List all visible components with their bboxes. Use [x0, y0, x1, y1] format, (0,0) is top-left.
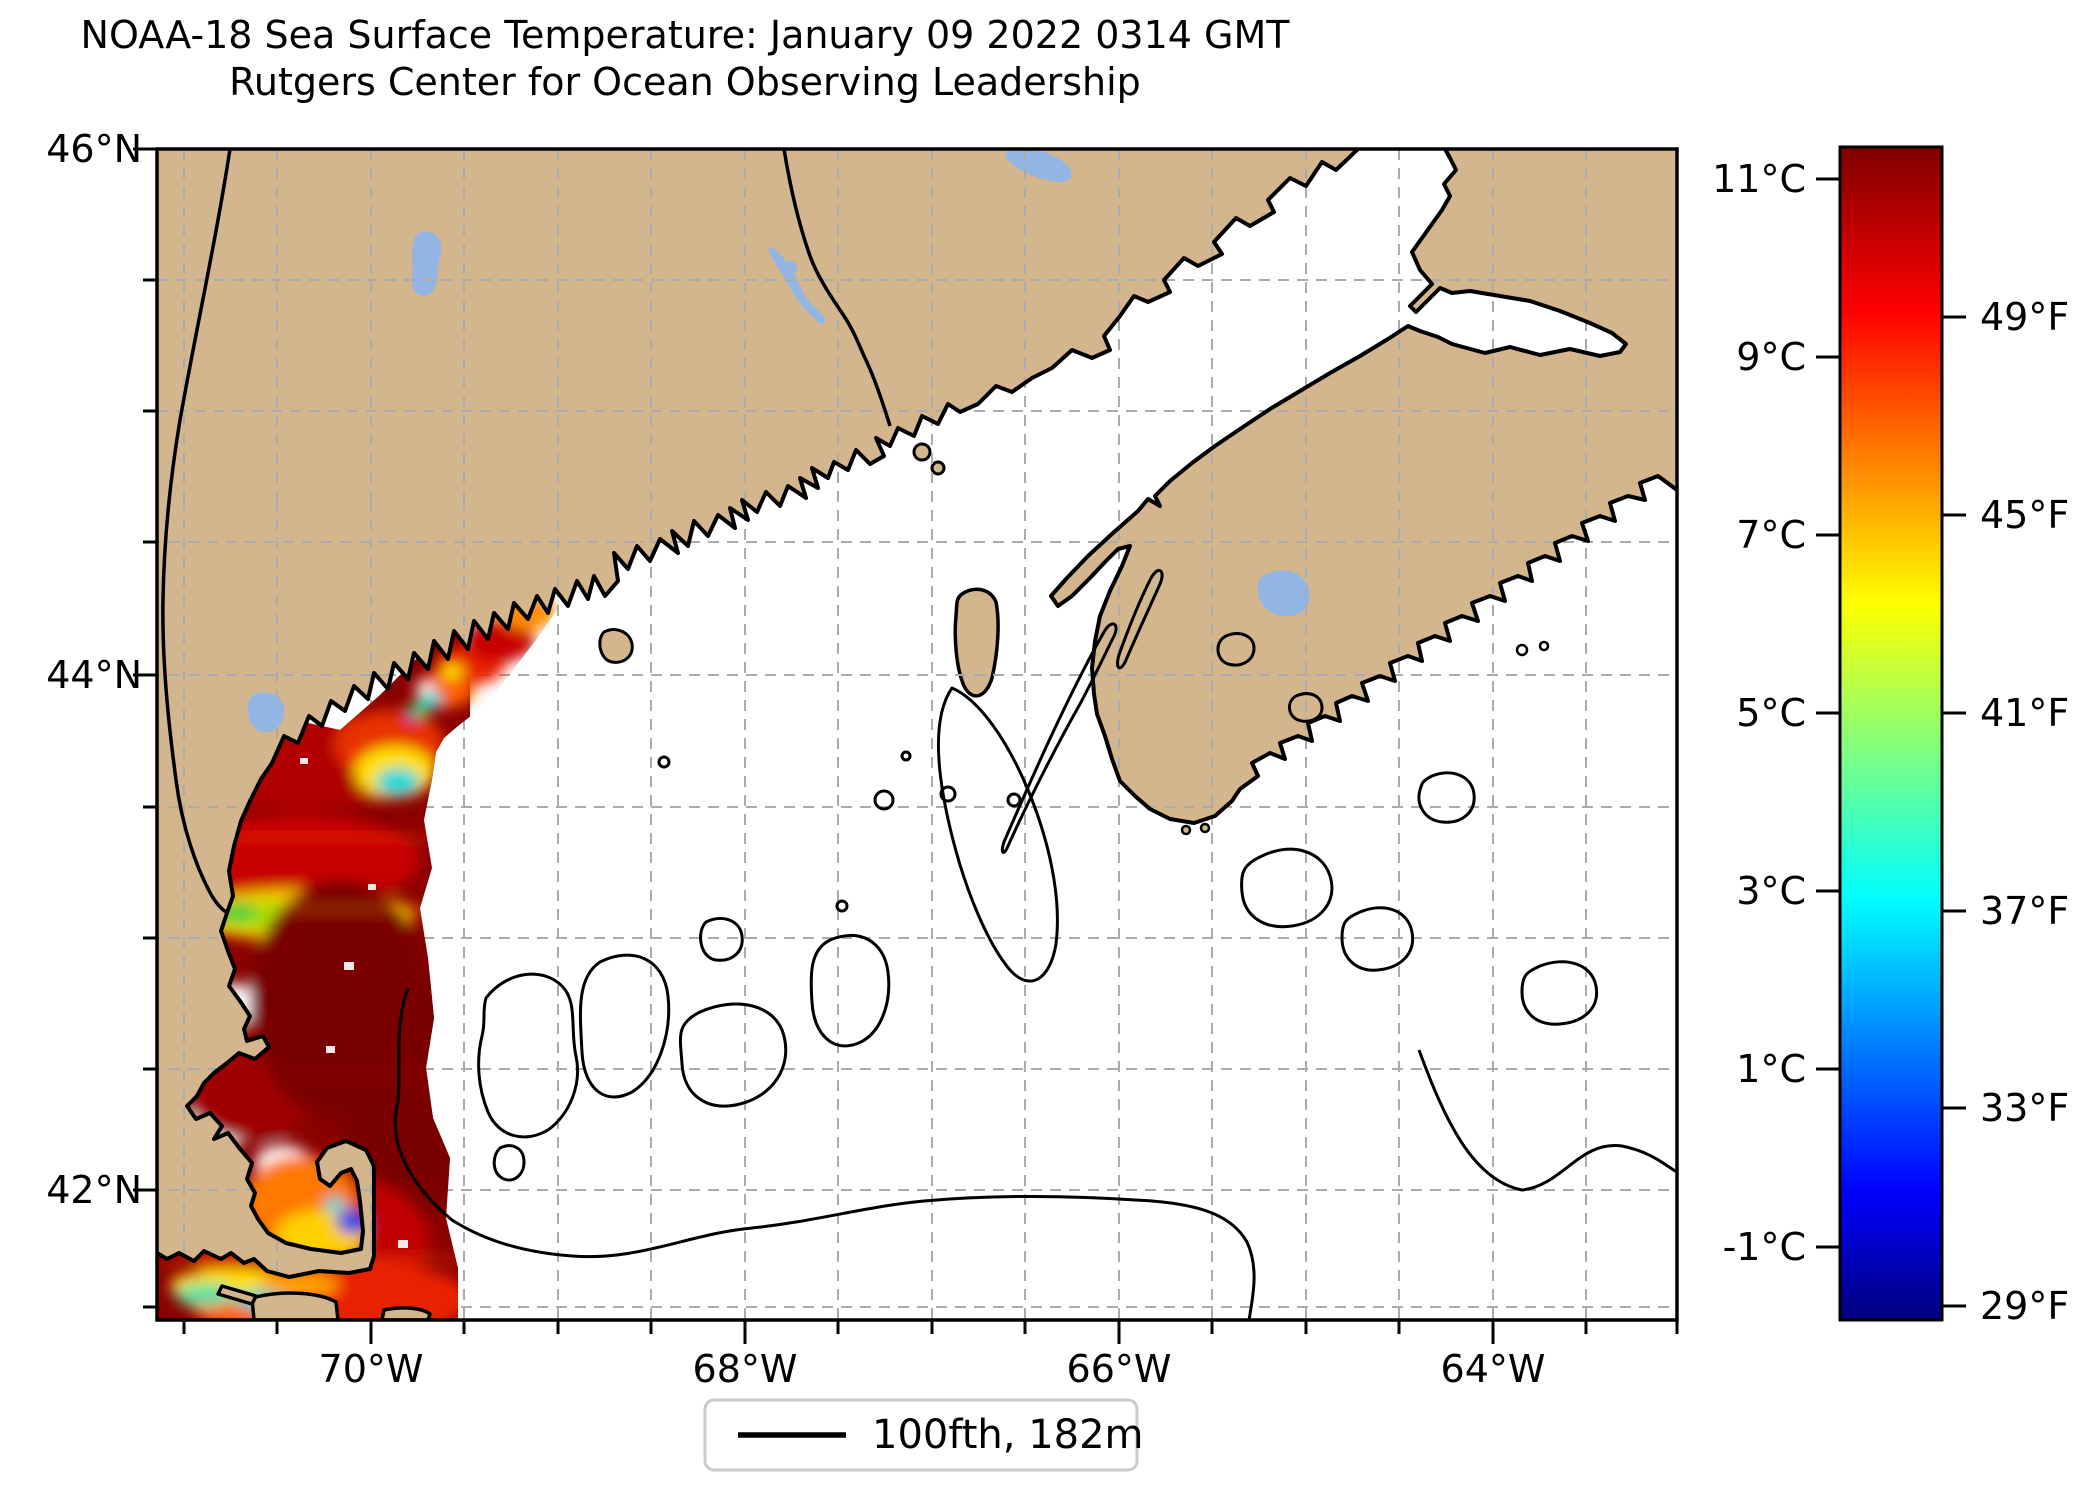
lat-tick-label-44n: 44°N [46, 653, 142, 697]
island-vinalhaven [598, 628, 634, 664]
cb-label-7c: 7°C [1736, 513, 1806, 557]
axis-ticks [133, 147, 1679, 1344]
lon-tick-label-64w: 64°W [1440, 1347, 1546, 1391]
cloud-gaps [300, 758, 408, 1248]
cb-label-49f: 49°F [1980, 295, 2070, 339]
coastline-nova-scotia [1049, 149, 1677, 825]
cb-label-1c: 1°C [1736, 1047, 1806, 1091]
cb-label-9c: 9°C [1736, 335, 1806, 379]
lon-tick-label-70w: 70°W [318, 1347, 424, 1391]
land-nova-scotia [1051, 149, 1677, 823]
cb-label-45f: 45°F [1980, 493, 2070, 537]
lon-tick-label-68w: 68°W [692, 1347, 798, 1391]
border-maine-nh [161, 149, 232, 915]
lat-tick-label-42n: 42°N [46, 1168, 142, 1212]
island-campobello [912, 442, 932, 462]
bathymetry-contours [393, 569, 1677, 1320]
island-nantucket [380, 1306, 432, 1320]
lat-tick-label-46n: 46°N [46, 127, 142, 171]
island-marthas-vineyard [250, 1291, 340, 1320]
island-deer [930, 460, 946, 476]
figure-title-block: NOAA-18 Sea Surface Temperature: January… [40, 12, 1330, 106]
figure-subtitle: Rutgers Center for Ocean Observing Leade… [229, 60, 1141, 104]
cb-label-29f: 29°F [1980, 1284, 2070, 1328]
island-elizabeth-chain [216, 1284, 258, 1306]
lon-tick-label-66w: 66°W [1066, 1347, 1172, 1391]
lake-border-pond [783, 261, 797, 275]
cb-label-33f: 33°F [1980, 1086, 2070, 1130]
cb-label-37f: 37°F [1980, 889, 2070, 933]
islet [1199, 822, 1211, 834]
cb-label-11c: 11°C [1712, 157, 1806, 201]
lake-grand-nb [1005, 149, 1072, 183]
coastline-new-england [157, 149, 1360, 1279]
islet [1538, 640, 1550, 652]
colorbar-gradient [1838, 145, 1944, 1322]
legend-label: 100fth, 182m [872, 1412, 1144, 1458]
figure-title: NOAA-18 Sea Surface Temperature: January… [80, 13, 1290, 57]
islet [1515, 643, 1529, 657]
colorbar-ticks [1816, 177, 1966, 1308]
lake-rossignol [1257, 570, 1310, 617]
cb-label-41f: 41°F [1980, 691, 2070, 735]
state-borders [161, 149, 892, 915]
legend-box [703, 1398, 1139, 1472]
land-new-england [157, 149, 1358, 1277]
cb-label-3c: 3°C [1736, 869, 1806, 913]
map-frame [155, 147, 1679, 1322]
border-us-canada [782, 149, 892, 427]
island-grand-manan [953, 587, 1000, 698]
cb-label-neg1c: -1°C [1722, 1225, 1806, 1269]
cb-label-5c: 5°C [1736, 691, 1806, 735]
islet [1180, 824, 1192, 836]
lake-border-chain [768, 247, 826, 324]
